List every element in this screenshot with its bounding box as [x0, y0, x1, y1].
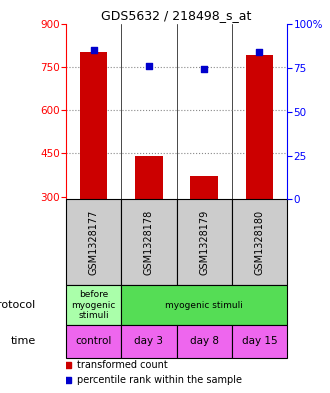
Text: control: control — [76, 336, 112, 346]
Point — [91, 47, 96, 53]
Text: GSM1328178: GSM1328178 — [144, 210, 154, 275]
Text: GSM1328179: GSM1328179 — [199, 210, 209, 275]
Bar — [121, 285, 287, 325]
Text: time: time — [10, 336, 36, 346]
Bar — [177, 325, 232, 358]
Bar — [121, 325, 177, 358]
Text: GSM1328180: GSM1328180 — [254, 210, 264, 275]
Bar — [246, 55, 273, 200]
Text: day 3: day 3 — [134, 336, 163, 346]
Bar — [80, 52, 108, 200]
Text: before
myogenic
stimuli: before myogenic stimuli — [72, 290, 116, 320]
Text: day 15: day 15 — [242, 336, 277, 346]
Bar — [177, 200, 232, 285]
Bar — [66, 285, 121, 325]
Text: day 8: day 8 — [190, 336, 219, 346]
Point — [146, 62, 151, 69]
Bar — [121, 200, 177, 285]
Bar — [135, 156, 163, 200]
Bar — [232, 325, 287, 358]
Bar — [66, 200, 121, 285]
Point — [202, 66, 207, 72]
Bar — [66, 325, 121, 358]
Point — [257, 49, 262, 55]
Title: GDS5632 / 218498_s_at: GDS5632 / 218498_s_at — [101, 9, 252, 22]
Text: GSM1328177: GSM1328177 — [89, 210, 99, 275]
Text: transformed count: transformed count — [77, 360, 168, 370]
Text: percentile rank within the sample: percentile rank within the sample — [77, 375, 242, 385]
Text: protocol: protocol — [0, 300, 36, 310]
Text: myogenic stimuli: myogenic stimuli — [165, 301, 243, 310]
Bar — [232, 200, 287, 285]
Bar — [190, 176, 218, 200]
